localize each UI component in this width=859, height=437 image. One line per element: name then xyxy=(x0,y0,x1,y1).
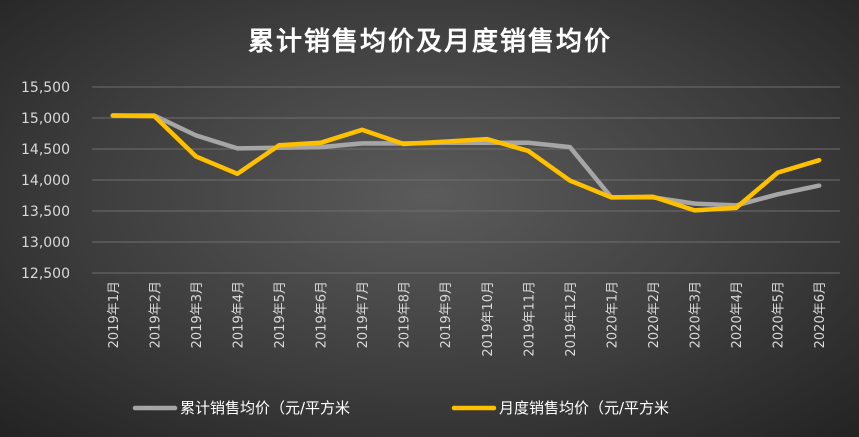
y-tick-label: 15,500 xyxy=(21,80,70,96)
x-tick-label: 2019年8月 xyxy=(398,281,413,348)
series-line-monthly xyxy=(110,113,822,213)
y-tick-label: 15,000 xyxy=(21,111,70,127)
x-tick-label: 2019年1月 xyxy=(107,281,122,348)
x-tick-label: 2020年3月 xyxy=(689,281,704,348)
x-tick-label: 2020年4月 xyxy=(730,281,745,348)
x-tick-label: 2019年9月 xyxy=(439,281,454,348)
grid xyxy=(92,86,840,274)
y-tick-label: 14,500 xyxy=(21,142,70,158)
y-tick-label: 14,000 xyxy=(21,173,70,189)
series-lines xyxy=(110,113,822,213)
x-tick-label: 2019年3月 xyxy=(190,281,205,348)
y-tick-label: 13,500 xyxy=(21,204,70,220)
x-tick-label: 2020年2月 xyxy=(647,281,662,348)
x-tick-label: 2020年1月 xyxy=(605,281,620,348)
x-tick-label: 2019年4月 xyxy=(231,281,246,348)
series-line-cumulative xyxy=(110,113,822,208)
y-axis-ticks: 12,500 13,000 13,500 14,000 14,500 15,000 15,5… xyxy=(21,80,70,282)
x-tick-label: 2019年11月 xyxy=(522,281,537,357)
x-tick-label: 2019年7月 xyxy=(356,281,371,348)
x-tick-label: 2019年12月 xyxy=(564,281,579,357)
x-tick-label: 2019年6月 xyxy=(315,281,330,348)
x-tick-label: 2019年10月 xyxy=(481,281,496,357)
y-tick-label: 12,500 xyxy=(21,266,70,282)
chart-title: 累计销售均价及月度销售均价 xyxy=(248,26,612,57)
x-axis-ticks: 2019年1月 2019年2月 2019年3月 2019年4月 2019年5月 2019年… xyxy=(107,281,828,357)
x-tick-label: 2020年5月 xyxy=(772,281,787,348)
legend-label-cumulative: 累计销售均价（元/平方米 xyxy=(180,399,350,417)
legend-label-monthly: 月度销售均价（元/平方米 xyxy=(499,399,669,417)
legend: 累计销售均价（元/平方米 月度销售均价（元/平方米 xyxy=(132,399,669,417)
y-tick-label: 13,000 xyxy=(21,235,70,251)
x-tick-label: 2019年5月 xyxy=(273,281,288,348)
x-tick-label: 2020年6月 xyxy=(813,281,828,348)
x-tick-label: 2019年2月 xyxy=(148,281,163,348)
